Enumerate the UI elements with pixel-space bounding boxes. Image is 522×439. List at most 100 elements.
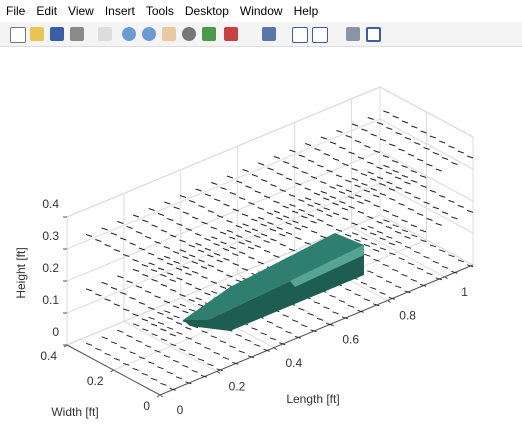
zoom-out-button[interactable] bbox=[142, 27, 156, 41]
flow-marker bbox=[302, 172, 308, 174]
flow-marker bbox=[404, 182, 410, 184]
y-tick-label: 0.2 bbox=[87, 374, 104, 388]
flow-marker bbox=[102, 282, 108, 284]
flow-marker bbox=[386, 128, 392, 130]
flow-marker bbox=[227, 230, 233, 232]
flow-marker bbox=[211, 336, 217, 338]
menu-item[interactable]: View bbox=[62, 0, 99, 18]
rotate-button[interactable] bbox=[182, 27, 196, 41]
flow-marker bbox=[220, 286, 226, 288]
flow-marker bbox=[148, 362, 154, 364]
flow-marker bbox=[430, 136, 436, 138]
pan-button[interactable] bbox=[162, 27, 176, 41]
flow-marker bbox=[330, 187, 336, 189]
flow-marker bbox=[380, 238, 386, 240]
new-button[interactable] bbox=[10, 27, 26, 43]
menu-item[interactable]: Tools bbox=[140, 0, 179, 18]
flow-marker bbox=[436, 169, 442, 171]
flow-marker bbox=[368, 226, 374, 228]
flow-marker bbox=[352, 233, 358, 235]
flow-marker bbox=[286, 223, 292, 225]
datatip-button[interactable] bbox=[202, 27, 216, 41]
flow-marker bbox=[367, 216, 373, 218]
y-tick bbox=[157, 395, 160, 397]
x-axis-label: Length [ft] bbox=[286, 392, 339, 406]
flow-marker bbox=[152, 334, 158, 336]
flow-marker bbox=[383, 264, 389, 266]
flow-marker bbox=[323, 307, 329, 309]
colorbar-button[interactable] bbox=[292, 27, 308, 43]
menu-item[interactable]: Insert bbox=[99, 0, 140, 18]
menu-item[interactable]: Window bbox=[234, 0, 288, 18]
flow-marker bbox=[417, 159, 423, 161]
flow-marker bbox=[411, 126, 417, 128]
flow-marker bbox=[251, 219, 257, 221]
show-tools-button[interactable] bbox=[366, 27, 381, 42]
flow-marker bbox=[133, 215, 139, 217]
flow-marker bbox=[317, 210, 323, 212]
flow-marker bbox=[371, 134, 377, 136]
flow-marker bbox=[261, 224, 267, 226]
menu-item[interactable]: Help bbox=[288, 0, 324, 18]
flow-marker bbox=[208, 211, 214, 213]
flow-marker bbox=[145, 291, 151, 293]
flow-marker bbox=[195, 288, 201, 290]
flow-marker bbox=[258, 217, 264, 219]
flow-marker bbox=[130, 243, 136, 245]
flow-marker bbox=[267, 168, 273, 170]
flow-marker bbox=[167, 219, 173, 221]
flow-marker bbox=[242, 268, 248, 270]
flow-marker bbox=[292, 320, 298, 322]
flow-marker bbox=[386, 226, 392, 228]
flow-marker bbox=[421, 131, 427, 133]
open-button[interactable] bbox=[30, 27, 44, 41]
flow-marker bbox=[95, 294, 101, 296]
save-button[interactable] bbox=[50, 27, 64, 41]
flow-marker bbox=[433, 153, 439, 155]
flow-marker bbox=[226, 275, 232, 277]
flow-marker bbox=[317, 219, 323, 221]
flow-marker bbox=[192, 262, 198, 264]
print-button[interactable] bbox=[70, 27, 84, 41]
menu-item[interactable]: File bbox=[0, 0, 30, 18]
x-tick-label: 0.4 bbox=[285, 356, 302, 370]
flow-marker bbox=[136, 340, 142, 342]
flow-marker bbox=[395, 286, 401, 288]
flow-marker bbox=[426, 164, 432, 166]
flow-marker bbox=[270, 338, 276, 340]
flow-marker bbox=[261, 234, 267, 236]
select-button[interactable] bbox=[98, 27, 112, 41]
flow-marker bbox=[368, 172, 374, 174]
menu-item[interactable]: Desktop bbox=[179, 0, 234, 18]
legend-button[interactable] bbox=[312, 27, 328, 43]
flow-marker bbox=[245, 339, 251, 341]
flow-marker bbox=[330, 295, 336, 297]
flow-marker bbox=[424, 256, 430, 258]
flow-marker bbox=[151, 378, 157, 380]
flow-marker bbox=[105, 353, 111, 355]
hide-tools-button[interactable] bbox=[346, 27, 360, 41]
flow-marker bbox=[189, 255, 195, 257]
brush-button[interactable] bbox=[224, 27, 238, 41]
x-tick-label: 0.2 bbox=[229, 380, 246, 394]
flow-marker bbox=[164, 301, 170, 303]
flow-marker bbox=[236, 334, 242, 336]
flow-marker bbox=[467, 210, 473, 212]
menu-item[interactable]: Edit bbox=[30, 0, 62, 18]
flow-marker bbox=[396, 133, 402, 135]
flow-marker bbox=[383, 111, 389, 113]
y-tick-label: 0.4 bbox=[40, 349, 57, 363]
flow-marker bbox=[355, 195, 361, 197]
flow-marker bbox=[201, 276, 207, 278]
flow-marker bbox=[182, 311, 188, 313]
flow-marker bbox=[223, 204, 229, 206]
flow-marker bbox=[392, 215, 398, 217]
zoom-in-button[interactable] bbox=[122, 27, 136, 41]
flow-marker bbox=[149, 263, 155, 265]
flow-marker bbox=[117, 222, 123, 224]
flow-marker bbox=[393, 116, 399, 118]
flow-marker bbox=[370, 179, 376, 181]
flow-marker bbox=[396, 241, 402, 243]
link-button[interactable] bbox=[262, 27, 276, 41]
flow-marker bbox=[274, 157, 280, 159]
